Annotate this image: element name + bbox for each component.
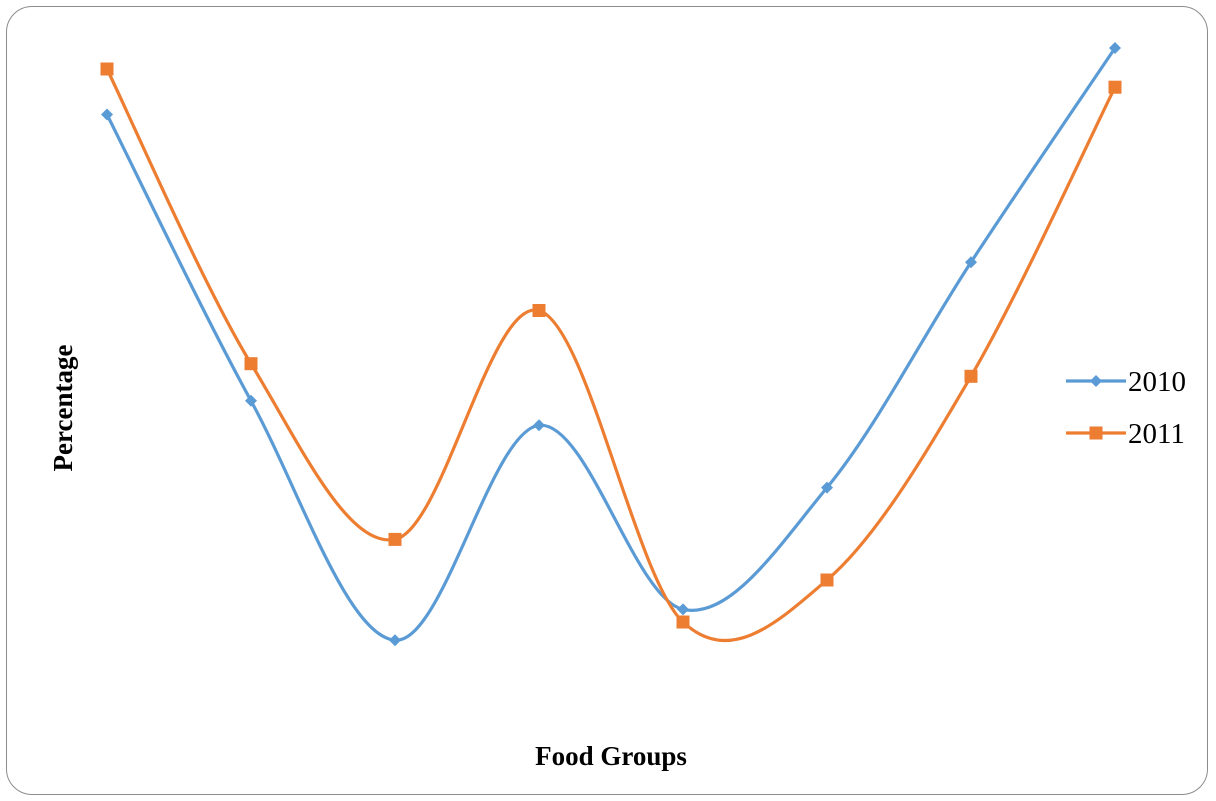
data-point-2011-4 xyxy=(532,304,546,317)
data-point-2010-1 xyxy=(101,108,113,121)
series-line-2011 xyxy=(105,68,1117,643)
data-point-2010-8 xyxy=(1109,42,1121,54)
data-point-2011-8 xyxy=(1108,80,1122,94)
data-point-2010-3 xyxy=(389,634,401,647)
data-point-2011-5 xyxy=(676,615,690,629)
series-line-2010 xyxy=(105,47,1117,642)
data-point-2010-4 xyxy=(533,419,545,432)
data-point-2010-7 xyxy=(965,256,977,269)
data-point-2011-2 xyxy=(244,357,258,371)
series-layer xyxy=(100,42,1122,647)
data-point-2011-1 xyxy=(100,62,114,76)
y-axis-title: Percentage xyxy=(48,345,78,472)
chart-frame xyxy=(6,6,1208,795)
legend-label-2010: 2010 xyxy=(1128,366,1186,398)
data-point-2010-2 xyxy=(245,394,257,407)
data-point-2011-7 xyxy=(964,369,978,383)
data-point-2011-6 xyxy=(820,573,834,587)
legend-marker-2010 xyxy=(1090,375,1102,387)
data-point-2010-5 xyxy=(677,603,689,616)
legend-label-2011: 2011 xyxy=(1128,418,1185,450)
data-point-2011-3 xyxy=(388,532,402,546)
legend: 2010 2011 xyxy=(1066,366,1186,450)
data-point-2010-6 xyxy=(821,481,833,494)
legend-marker-2011 xyxy=(1089,426,1103,440)
x-axis-title: Food Groups xyxy=(535,741,687,771)
